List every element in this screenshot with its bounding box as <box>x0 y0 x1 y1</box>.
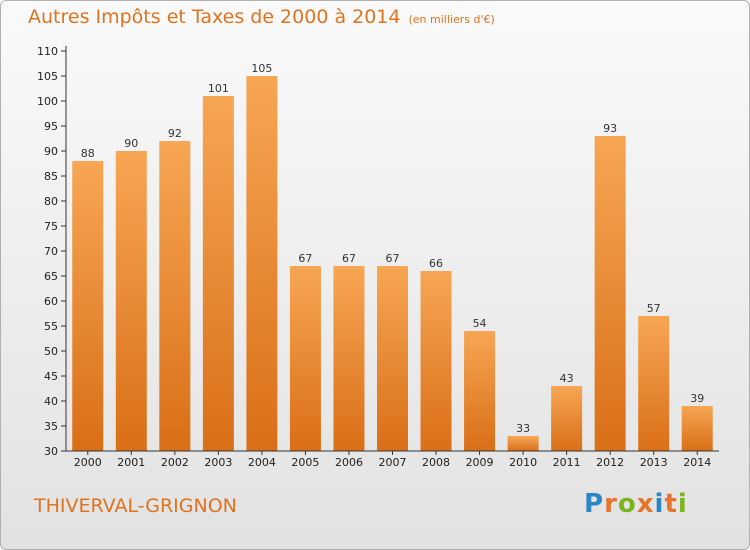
data-label: 101 <box>208 82 229 95</box>
proxiti-logo: Proxiti <box>584 489 688 519</box>
y-tick-label: 45 <box>44 370 58 383</box>
x-tick-label: 2010 <box>509 456 537 469</box>
commune-name: THIVERVAL-GRIGNON <box>34 495 237 517</box>
bar-2011 <box>551 386 583 451</box>
y-tick-label: 30 <box>44 445 58 458</box>
bar-2001 <box>115 151 147 451</box>
x-tick-label: 2013 <box>640 456 668 469</box>
data-label: 39 <box>690 392 704 405</box>
logo-letter: o <box>617 489 637 519</box>
x-tick-label: 2007 <box>379 456 407 469</box>
x-tick-label: 2003 <box>204 456 232 469</box>
y-tick-label: 110 <box>37 45 58 58</box>
bar-2007 <box>377 266 408 451</box>
data-label: 54 <box>473 317 487 330</box>
x-tick-label: 2001 <box>117 456 145 469</box>
data-label: 67 <box>386 252 400 265</box>
x-tick-label: 2002 <box>161 456 189 469</box>
bar-2002 <box>159 141 191 451</box>
chart-title-text: Autres Impôts et Taxes de 2000 à 2014 <box>28 6 401 28</box>
logo-letter: i <box>677 489 688 519</box>
logo-letter: i <box>654 489 665 519</box>
y-tick-label: 70 <box>44 245 58 258</box>
y-tick-label: 100 <box>37 95 58 108</box>
data-label: 105 <box>251 62 272 75</box>
bar-2000 <box>72 161 104 451</box>
data-label: 33 <box>516 422 530 435</box>
x-tick-label: 2006 <box>335 456 363 469</box>
y-tick-label: 105 <box>37 70 58 83</box>
bar-2006 <box>333 266 365 451</box>
x-tick-label: 2008 <box>422 456 450 469</box>
data-label: 92 <box>168 127 182 140</box>
x-tick-label: 2000 <box>74 456 102 469</box>
x-tick-label: 2011 <box>553 456 581 469</box>
data-label: 43 <box>560 372 574 385</box>
y-tick-label: 80 <box>44 195 58 208</box>
data-label: 66 <box>429 257 443 270</box>
y-tick-label: 95 <box>44 120 58 133</box>
y-tick-label: 40 <box>44 395 58 408</box>
axes-group: 2000 2001 2002 2003 2004 2005 2006 2007 2008 2009… <box>37 45 719 469</box>
y-tick-label: 90 <box>44 145 58 158</box>
data-label: 93 <box>603 122 617 135</box>
bar-2005 <box>289 266 321 451</box>
bar-2013 <box>638 316 670 451</box>
data-label: 67 <box>342 252 356 265</box>
y-tick-label: 60 <box>44 295 58 308</box>
x-tick-label: 2004 <box>248 456 276 469</box>
logo-letter: r <box>604 489 618 519</box>
bar-2008 <box>420 271 452 451</box>
x-tick-label: 2014 <box>683 456 711 469</box>
x-tick-label: 2009 <box>466 456 494 469</box>
data-label: 90 <box>124 137 138 150</box>
data-label: 67 <box>298 252 312 265</box>
y-tick-label: 55 <box>44 320 58 333</box>
chart-subtitle: (en milliers d'€) <box>408 13 495 26</box>
data-label: 57 <box>647 302 661 315</box>
bar-2009 <box>464 331 496 451</box>
x-tick-label: 2012 <box>596 456 624 469</box>
bar-2003 <box>202 96 234 451</box>
y-tick-label: 85 <box>44 170 58 183</box>
y-tick-label: 50 <box>44 345 58 358</box>
bar-2010 <box>507 436 539 451</box>
bar-2012 <box>594 136 626 451</box>
y-tick-label: 65 <box>44 270 58 283</box>
bar-2014 <box>681 406 713 451</box>
logo-letter: t <box>664 489 678 519</box>
bar-2004 <box>246 76 278 451</box>
y-tick-label: 75 <box>44 220 58 233</box>
bars-group: 88 90 92 101 105 67 67 67 66 54 33 43 93 57 39 <box>72 62 713 451</box>
chart-title: Autres Impôts et Taxes de 2000 à 2014 (en… <box>28 6 495 28</box>
x-tick-label: 2005 <box>291 456 319 469</box>
y-tick-label: 35 <box>44 420 58 433</box>
logo-letter: P <box>584 489 605 519</box>
data-label: 88 <box>81 147 95 160</box>
logo-letter: x <box>636 489 655 519</box>
